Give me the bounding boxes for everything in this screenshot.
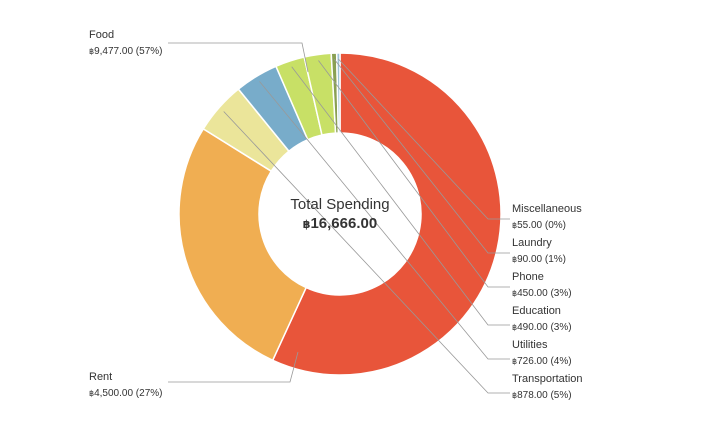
label-amount: 4,500.00 (27%) <box>94 388 162 399</box>
label-value-utilities: ฿726.00 (4%) <box>512 356 572 367</box>
leader-line-utilities <box>259 81 510 360</box>
slice-miscellaneous[interactable] <box>335 52 341 134</box>
label-currency-symbol: ฿ <box>512 391 517 400</box>
label-name-food: Food <box>89 29 114 41</box>
label-value-education: ฿490.00 (3%) <box>512 322 572 333</box>
label-value-laundry: ฿90.00 (1%) <box>512 254 566 265</box>
center-total-value: 16,666.00 <box>310 215 377 232</box>
label-amount: 90.00 (1%) <box>517 254 566 265</box>
label-currency-symbol: ฿ <box>89 389 94 398</box>
label-name-utilities: Utilities <box>512 339 548 351</box>
label-value-food: ฿9,477.00 (57%) <box>89 46 162 57</box>
label-amount: 878.00 (5%) <box>517 390 571 401</box>
label-currency-symbol: ฿ <box>512 357 517 366</box>
center-title: Total Spending <box>290 196 389 213</box>
donut-slices <box>178 52 502 376</box>
label-currency-symbol: ฿ <box>512 221 517 230</box>
slice-rent[interactable] <box>178 127 308 362</box>
label-amount: 726.00 (4%) <box>517 356 571 367</box>
label-value-miscellaneous: ฿55.00 (0%) <box>512 220 566 231</box>
label-name-phone: Phone <box>512 271 544 283</box>
label-name-education: Education <box>512 305 561 317</box>
label-name-miscellaneous: Miscellaneous <box>512 203 582 215</box>
slice-food[interactable] <box>271 52 502 376</box>
label-name-rent: Rent <box>89 371 112 383</box>
label-amount: 490.00 (3%) <box>517 322 571 333</box>
center-currency-symbol: ฿ <box>303 219 311 231</box>
leader-line-laundry <box>333 58 510 254</box>
label-amount: 9,477.00 (57%) <box>94 46 162 57</box>
label-name-transportation: Transportation <box>512 373 583 385</box>
leader-line-rent <box>168 351 299 383</box>
center-total: ฿16,666.00 <box>303 215 377 232</box>
label-currency-symbol: ฿ <box>512 323 517 332</box>
label-currency-symbol: ฿ <box>512 255 517 264</box>
label-value-rent: ฿4,500.00 (27%) <box>89 388 162 399</box>
label-value-phone: ฿450.00 (3%) <box>512 288 572 299</box>
leader-line-miscellaneous <box>338 58 510 220</box>
label-amount: 450.00 (3%) <box>517 288 571 299</box>
leader-line-food <box>168 42 309 73</box>
label-name-laundry: Laundry <box>512 237 552 249</box>
label-currency-symbol: ฿ <box>89 47 94 56</box>
slice-labels: Food฿9,477.00 (57%)Rent฿4,500.00 (27%)Tr… <box>89 29 583 401</box>
leader-line-transportation <box>223 111 510 394</box>
leader-line-phone <box>318 60 510 288</box>
label-amount: 55.00 (0%) <box>517 220 566 231</box>
leader-lines <box>168 42 510 394</box>
leader-line-education <box>291 66 510 326</box>
label-value-transportation: ฿878.00 (5%) <box>512 390 572 401</box>
label-currency-symbol: ฿ <box>512 289 517 298</box>
